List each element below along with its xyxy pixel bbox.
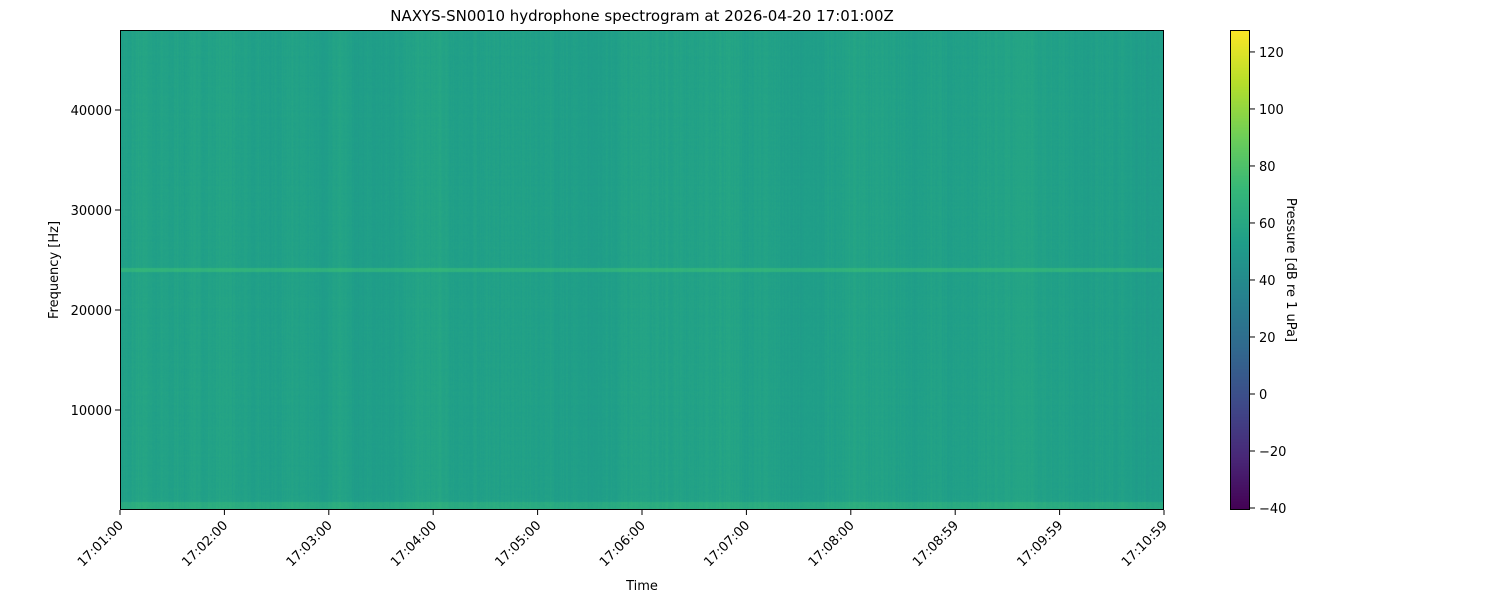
colorbar-label: Pressure [dB re 1 uPa] — [1283, 198, 1298, 342]
x-tick-label: 17:07:00 — [701, 518, 753, 570]
x-tick-label: 17:01:00 — [75, 518, 127, 570]
x-tick-label: 17:10:59 — [1119, 518, 1171, 570]
y-tick-label: 30000 — [71, 204, 112, 219]
colorbar-tick-label: 40 — [1259, 274, 1276, 289]
spectrogram-heatmap — [120, 30, 1164, 510]
colorbar-tick-label: 20 — [1259, 331, 1276, 346]
x-tick-label: 17:09:59 — [1015, 518, 1067, 570]
plot-frame — [120, 30, 1164, 510]
x-tick-label: 17:08:59 — [910, 518, 962, 570]
x-tick-label: 17:05:00 — [493, 518, 545, 570]
y-tick-label: 40000 — [71, 104, 112, 119]
x-tick-label: 17:06:00 — [597, 518, 649, 570]
x-tick-label: 17:08:00 — [806, 518, 858, 570]
x-tick-label: 17:02:00 — [179, 518, 231, 570]
colorbar-frame — [1230, 30, 1250, 510]
y-tick-label: 20000 — [71, 304, 112, 319]
y-tick-label: 10000 — [71, 404, 112, 419]
colorbar-tick-label: 60 — [1259, 217, 1276, 232]
x-tick-label: 17:04:00 — [388, 518, 440, 570]
x-tick-label: 17:03:00 — [284, 518, 336, 570]
colorbar-tick-label: 80 — [1259, 160, 1276, 175]
y-axis-label: Frequency [Hz] — [47, 221, 62, 319]
colorbar-tick-label: −40 — [1259, 502, 1286, 517]
colorbar-gradient — [1230, 30, 1250, 510]
colorbar-tick-label: −20 — [1259, 445, 1286, 460]
colorbar-tick-label: 100 — [1259, 103, 1284, 118]
colorbar-tick-label: 120 — [1259, 46, 1284, 61]
colorbar-tick-label: 0 — [1259, 388, 1267, 403]
chart-title: NAXYS-SN0010 hydrophone spectrogram at 2… — [390, 7, 894, 25]
x-axis-label: Time — [625, 579, 658, 594]
